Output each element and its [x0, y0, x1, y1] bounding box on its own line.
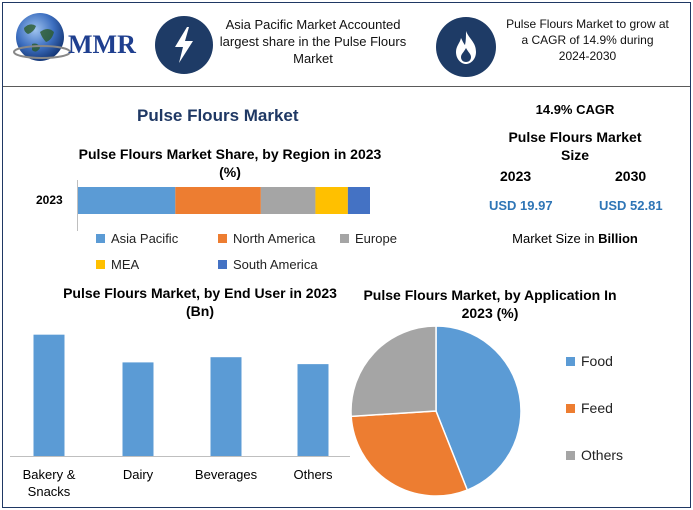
region-legend-item-asia-pacific: Asia Pacific	[96, 231, 178, 246]
application-legend-item-others: Others	[566, 447, 623, 463]
application-pie-chart	[350, 325, 522, 497]
legend-swatch	[96, 260, 105, 269]
application-legend-item-food: Food	[566, 353, 613, 369]
legend-swatch	[218, 260, 227, 269]
lightning-icon	[155, 16, 213, 74]
value-2023: USD 19.97	[489, 198, 553, 213]
application-legend-item-feed: Feed	[566, 400, 613, 416]
unit-note-bold: Billion	[598, 231, 638, 246]
region-legend-item-mea: MEA	[96, 257, 139, 272]
enduser-bar-dairy	[122, 362, 154, 456]
legend-label: Europe	[355, 231, 397, 246]
enduser-bar-others	[297, 364, 329, 456]
region-chart-title: Pulse Flours Market Share, by Region in …	[78, 146, 382, 180]
region-legend-item-north-america: North America	[218, 231, 315, 246]
pie-slice-others	[350, 325, 437, 418]
enduser-x-label-others: Others	[293, 467, 333, 482]
legend-swatch	[218, 234, 227, 243]
enduser-bar-beverages	[210, 357, 242, 456]
legend-swatch	[340, 234, 349, 243]
unit-note: Market Size in Billion	[480, 231, 670, 246]
pie-slice-food	[435, 325, 522, 492]
unit-note-prefix: Market Size in	[512, 231, 599, 246]
legend-swatch	[566, 403, 575, 413]
region-bar-segment-north-america	[175, 187, 261, 214]
legend-label: South America	[233, 257, 318, 272]
page-title: Pulse Flours Market	[137, 106, 299, 125]
enduser-chart-title: Pulse Flours Market, by End User in 2023…	[63, 285, 337, 319]
region-category-label: 2023	[36, 193, 63, 207]
header-divider	[3, 86, 690, 87]
region-bar-segment-asia-pacific	[78, 187, 176, 214]
region-stacked-bar	[78, 187, 370, 214]
application-chart-title: Pulse Flours Market, by Application In 2…	[363, 287, 617, 321]
size-title: Pulse Flours Market Size	[480, 128, 670, 164]
cagr-label: 14.9% CAGR	[535, 102, 615, 117]
year-2023: 2023	[500, 168, 532, 184]
region-legend-item-south-america: South America	[218, 257, 318, 272]
flame-icon	[436, 17, 496, 77]
size-title-line2: Size	[560, 147, 589, 163]
legend-label: Asia Pacific	[111, 231, 179, 246]
legend-label: Feed	[581, 400, 613, 416]
year-2030: 2030	[615, 168, 647, 184]
enduser-bar-chart	[10, 334, 350, 457]
enduser-x-label-beverages: Beverages	[194, 467, 258, 482]
legend-label: Others	[581, 447, 624, 463]
header-info-2: Pulse Flours Market to grow at a CAGR of…	[506, 17, 669, 63]
enduser-bar-bakery-snacks	[33, 334, 65, 456]
logo-text: MMR	[68, 30, 136, 59]
legend-swatch	[566, 356, 575, 366]
legend-swatch	[96, 234, 105, 243]
legend-swatch	[566, 450, 575, 460]
legend-label: North America	[233, 231, 316, 246]
enduser-x-label-bakery-snacks: Bakery & Snacks	[22, 467, 76, 499]
header-info-1: Asia Pacific Market Accounted largest sh…	[219, 17, 407, 66]
globe-icon	[13, 13, 71, 61]
legend-label: MEA	[111, 257, 140, 272]
size-title-line1: Pulse Flours Market	[508, 129, 642, 145]
logo: MMR	[12, 10, 137, 70]
pie-slice-feed	[350, 410, 469, 497]
legend-label: Food	[581, 353, 613, 369]
enduser-x-label-dairy: Dairy	[122, 467, 154, 482]
region-bar-segment-europe	[260, 187, 316, 214]
region-axis-line	[77, 180, 78, 231]
value-2030: USD 52.81	[599, 198, 663, 213]
region-bar-segment-south-america	[347, 187, 370, 214]
region-bar-segment-mea	[315, 187, 348, 214]
region-legend-item-europe: Europe	[340, 231, 397, 246]
